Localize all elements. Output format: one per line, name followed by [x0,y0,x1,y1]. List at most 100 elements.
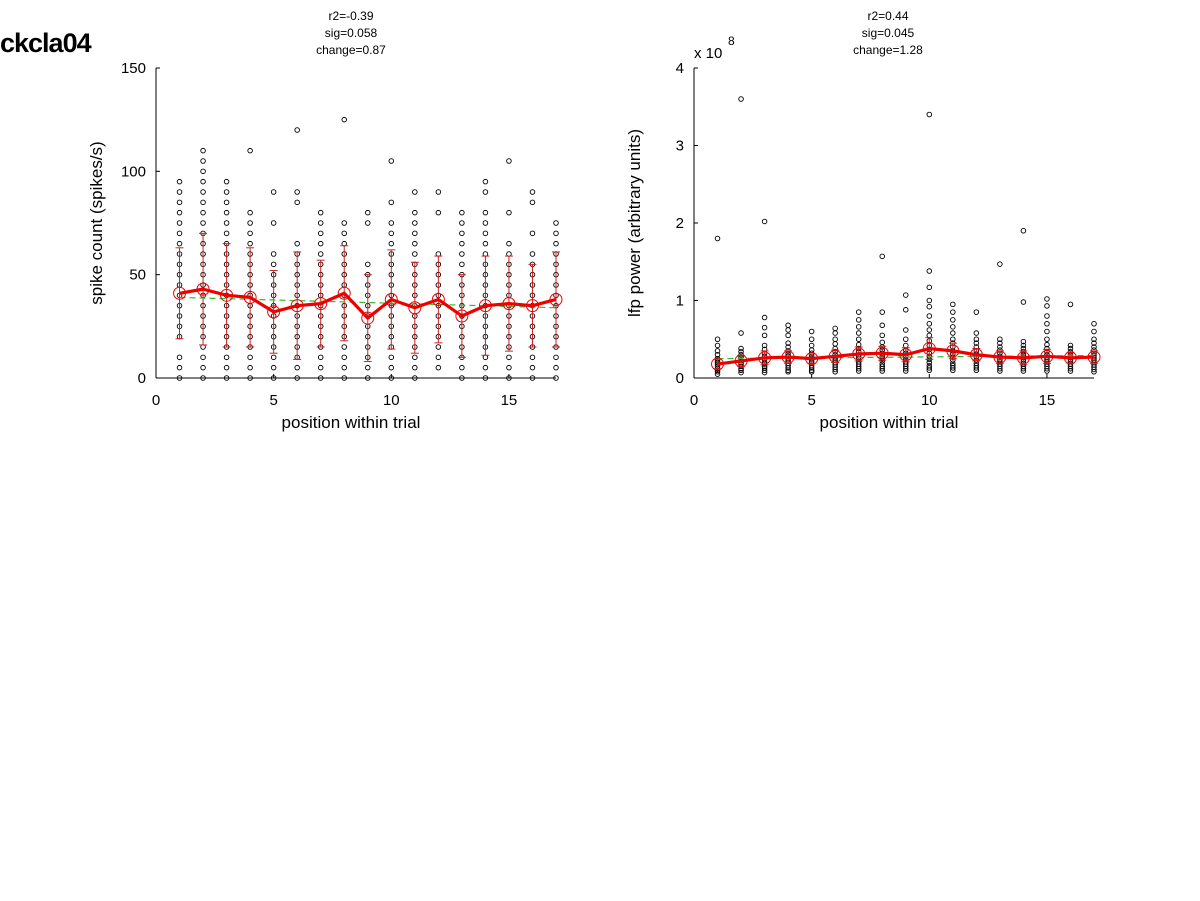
data-point [270,220,277,226]
data-point [926,313,933,319]
data-point [553,240,559,247]
mean-marker [875,346,889,360]
data-point [200,375,206,381]
mean-line [179,287,557,320]
data-point [529,230,536,237]
data-point [1067,342,1074,349]
data-point [270,251,277,257]
data-point [926,365,933,371]
data-point [903,336,909,343]
data-point [553,230,559,237]
exponent-label: x 10 [694,45,722,62]
data-point [973,362,980,369]
data-point [738,330,744,336]
data-point [879,332,885,339]
data-point [223,230,230,237]
data-point [200,158,206,164]
y-tick-label: 1 [676,293,684,310]
mean-marker [852,347,866,361]
data-point [176,220,183,226]
data-point [903,342,909,349]
data-point [714,369,721,375]
mean-marker [711,357,725,371]
data-point [553,354,559,361]
data-point [1091,328,1097,335]
data-point [950,330,956,336]
mean-marker [173,286,187,300]
data-point [506,158,512,164]
mean-marker [455,309,469,323]
data-point [879,339,885,346]
data-point [223,364,230,371]
data-point [785,327,791,333]
data-point [926,332,933,339]
data-point [459,251,465,257]
stats-line: change=1.28 [853,43,923,57]
data-point [761,342,768,349]
stats-line: sig=0.058 [325,26,378,40]
data-point [950,362,956,369]
mean-marker [431,292,445,306]
mean-marker [993,350,1007,364]
data-point [529,199,536,206]
data-point [738,369,744,376]
mean-marker [922,342,936,356]
data-point [294,127,300,133]
data-point [761,324,768,331]
mean-line [717,346,1095,366]
data-point [926,359,933,366]
data-point [855,336,862,343]
data-point [761,365,768,371]
data-point [761,314,768,321]
y-tick-label: 4 [676,60,684,77]
mean-marker [734,354,748,368]
data-point [973,330,980,336]
data-point [317,240,324,247]
data-point [553,375,559,381]
data-point [247,230,253,237]
data-point [176,230,183,237]
data-point [388,230,395,237]
x-tick-label: 15 [1039,392,1056,409]
data-point [247,220,253,226]
mean-marker [828,349,842,363]
data-point [738,348,744,355]
data-point [459,364,465,371]
data-point [950,301,956,308]
data-point [435,344,442,350]
data-point [1044,296,1050,302]
data-point [317,220,324,226]
data-point [176,199,183,206]
data-point [832,336,838,343]
data-point [950,309,956,315]
data-point [365,364,371,371]
data-point [1044,313,1050,319]
data-point [341,230,347,237]
x-tick-label: 15 [501,392,518,409]
data-point [176,364,183,371]
data-point [1091,321,1097,327]
data-point [435,354,442,361]
data-point [855,309,862,315]
data-point [879,253,885,260]
mean-marker [1016,351,1030,365]
data-point [341,116,347,123]
data-point [341,344,347,350]
data-point [1020,299,1027,305]
data-point [738,367,744,374]
data-point [412,209,418,216]
data-point [997,336,1003,343]
data-point [412,364,418,371]
data-point [365,261,371,268]
y-tick-label: 0 [138,370,146,387]
data-point [529,364,536,371]
data-point [317,230,324,237]
data-point [459,261,465,268]
data-point [761,218,768,225]
mean-marker [1087,350,1101,364]
mean-marker [314,297,328,311]
data-point [388,354,395,361]
stats-line: r2=-0.39 [328,9,373,23]
